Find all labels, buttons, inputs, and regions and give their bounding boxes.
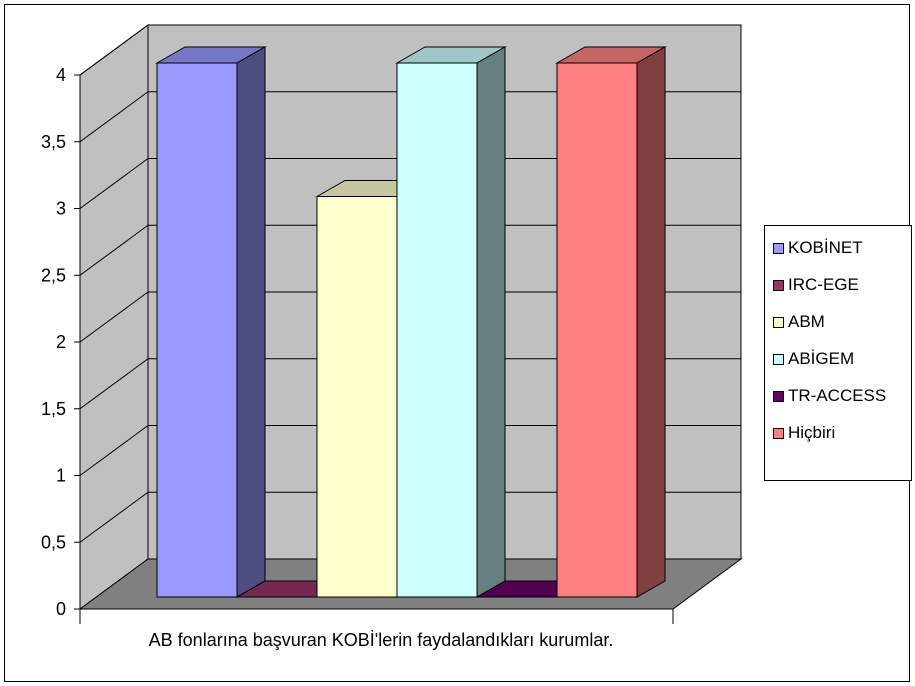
- legend-label: ABİGEM: [788, 349, 855, 368]
- y-tick-labels: 0 0,5 1 1,5 2 2,5 3 3,5 4: [41, 65, 66, 619]
- bar-front: [316, 196, 398, 598]
- legend-item: ABM: [773, 308, 825, 336]
- legend-swatch: [773, 279, 784, 291]
- legend-label: Hiçbiri: [788, 423, 836, 442]
- legend-item: ABİGEM: [773, 345, 854, 373]
- legend-swatch: [773, 353, 784, 365]
- gridline: [79, 491, 741, 543]
- y-tick-label: 2,5: [41, 265, 66, 285]
- y-tick-label: 3: [56, 199, 66, 219]
- chart-legend: KOBİNET IRC-EGE ABM ABİGEM TR-ACCESS Hiçbiri: [764, 225, 912, 481]
- bar-side: [476, 46, 506, 598]
- y-tick-label: 0: [56, 599, 66, 619]
- gridline: [79, 425, 741, 476]
- legend-label: ABM: [788, 312, 825, 331]
- gridline: [79, 224, 741, 276]
- legend-item: KOBİNET: [773, 234, 863, 262]
- bar-front: [156, 62, 238, 598]
- chart-axes: [74, 74, 674, 624]
- bar-side: [636, 46, 666, 598]
- bar-abi-gem: [395, 46, 507, 598]
- bar-hi-biri: [555, 46, 667, 598]
- legend-label: KOBİNET: [788, 238, 863, 257]
- y-tick-label: 1: [56, 466, 66, 486]
- chart-gridlines: [79, 24, 741, 543]
- y-tick-label: 4: [56, 65, 66, 85]
- gridline: [79, 291, 741, 343]
- gridline: [79, 24, 741, 76]
- gridline: [79, 91, 741, 143]
- legend-item: IRC-EGE: [773, 271, 859, 299]
- x-axis-title: AB fonlarına başvuran KOBİ'lerin faydala…: [149, 630, 614, 650]
- chart-bars: [155, 46, 667, 598]
- y-tick-label: 0,5: [41, 532, 66, 552]
- legend-label: TR-ACCESS: [788, 386, 887, 405]
- bar-side: [236, 46, 266, 598]
- y-tick-label: 2: [56, 332, 66, 352]
- legend-swatch: [773, 242, 784, 254]
- legend-swatch: [773, 427, 784, 439]
- bar-front: [396, 62, 478, 598]
- legend-swatch: [773, 390, 784, 402]
- legend-item: Hiçbiri: [773, 419, 835, 447]
- legend-item: TR-ACCESS: [773, 382, 886, 410]
- bar-front: [556, 62, 638, 598]
- gridline: [79, 158, 741, 209]
- legend-label: IRC-EGE: [788, 275, 859, 294]
- legend-swatch: [773, 316, 784, 328]
- bar-kobi-net: [155, 46, 267, 598]
- y-tick-label: 1,5: [41, 399, 66, 419]
- gridline: [79, 358, 741, 410]
- y-tick-label: 3,5: [41, 132, 66, 152]
